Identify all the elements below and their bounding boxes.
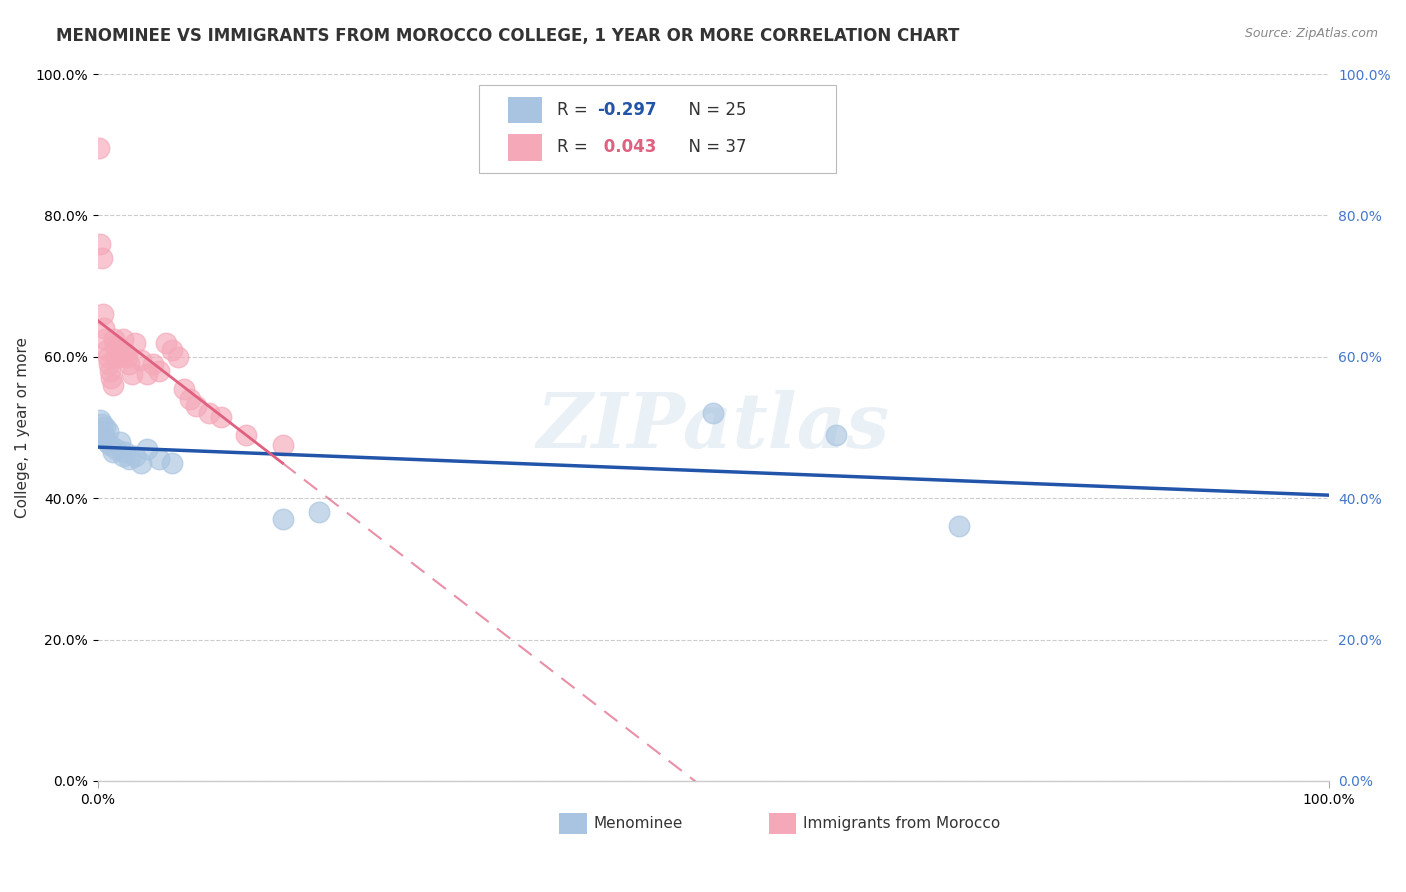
Point bbox=[97, 350, 120, 364]
Point bbox=[160, 343, 183, 357]
Point bbox=[94, 420, 117, 434]
Point bbox=[271, 512, 294, 526]
Point bbox=[93, 427, 115, 442]
FancyBboxPatch shape bbox=[508, 97, 543, 123]
Point bbox=[271, 438, 294, 452]
Point bbox=[96, 434, 118, 449]
Point bbox=[97, 424, 120, 438]
Point bbox=[124, 449, 146, 463]
Text: Immigrants from Morocco: Immigrants from Morocco bbox=[803, 816, 1001, 830]
Point bbox=[121, 368, 143, 382]
Text: MENOMINEE VS IMMIGRANTS FROM MOROCCO COLLEGE, 1 YEAR OR MORE CORRELATION CHART: MENOMINEE VS IMMIGRANTS FROM MOROCCO COL… bbox=[56, 27, 960, 45]
Point bbox=[142, 357, 165, 371]
Point bbox=[98, 438, 121, 452]
Text: Source: ZipAtlas.com: Source: ZipAtlas.com bbox=[1244, 27, 1378, 40]
Point bbox=[91, 431, 114, 445]
Point bbox=[308, 505, 330, 519]
Point bbox=[129, 456, 152, 470]
Point bbox=[89, 236, 111, 251]
Point bbox=[702, 406, 724, 420]
Point bbox=[98, 357, 121, 371]
Point bbox=[105, 442, 128, 456]
Text: N = 37: N = 37 bbox=[678, 138, 747, 156]
Text: R =: R = bbox=[557, 138, 593, 156]
FancyBboxPatch shape bbox=[560, 813, 586, 834]
Point bbox=[167, 350, 190, 364]
FancyBboxPatch shape bbox=[508, 135, 543, 161]
Point bbox=[108, 350, 131, 364]
Point bbox=[89, 424, 111, 438]
Point bbox=[103, 332, 125, 346]
FancyBboxPatch shape bbox=[769, 813, 796, 834]
Point bbox=[108, 434, 131, 449]
Point bbox=[197, 406, 219, 420]
Point bbox=[148, 452, 170, 467]
Point bbox=[101, 378, 124, 392]
Point bbox=[114, 445, 136, 459]
Point bbox=[100, 371, 122, 385]
Point bbox=[101, 445, 124, 459]
Y-axis label: College, 1 year or more: College, 1 year or more bbox=[15, 337, 30, 518]
Point bbox=[179, 392, 201, 407]
Point bbox=[948, 519, 970, 533]
Text: Menominee: Menominee bbox=[593, 816, 683, 830]
Text: -0.297: -0.297 bbox=[598, 101, 657, 120]
Point bbox=[111, 332, 134, 346]
Point bbox=[90, 417, 112, 431]
Point bbox=[825, 427, 848, 442]
Point bbox=[118, 357, 141, 371]
Point bbox=[91, 307, 114, 321]
Point bbox=[129, 353, 152, 368]
Point bbox=[136, 368, 159, 382]
Point bbox=[148, 364, 170, 378]
Point bbox=[107, 343, 129, 357]
Point bbox=[89, 141, 111, 155]
Text: R =: R = bbox=[557, 101, 593, 120]
Point bbox=[98, 364, 121, 378]
Point bbox=[96, 343, 118, 357]
Point bbox=[93, 321, 115, 335]
Point bbox=[124, 335, 146, 350]
Point bbox=[209, 409, 232, 424]
Point bbox=[155, 335, 177, 350]
Point bbox=[173, 382, 195, 396]
Text: 0.043: 0.043 bbox=[598, 138, 657, 156]
Point bbox=[89, 413, 111, 427]
Point bbox=[114, 346, 136, 360]
Text: ZIPatlas: ZIPatlas bbox=[537, 391, 890, 465]
Point bbox=[186, 399, 208, 413]
Point bbox=[136, 442, 159, 456]
Point bbox=[118, 452, 141, 467]
Point bbox=[90, 251, 112, 265]
Point bbox=[235, 427, 257, 442]
Point bbox=[160, 456, 183, 470]
Point bbox=[94, 332, 117, 346]
Point bbox=[111, 449, 134, 463]
Point bbox=[105, 350, 128, 364]
Point bbox=[104, 339, 127, 353]
Text: N = 25: N = 25 bbox=[678, 101, 747, 120]
FancyBboxPatch shape bbox=[479, 85, 837, 173]
Point bbox=[117, 350, 139, 364]
